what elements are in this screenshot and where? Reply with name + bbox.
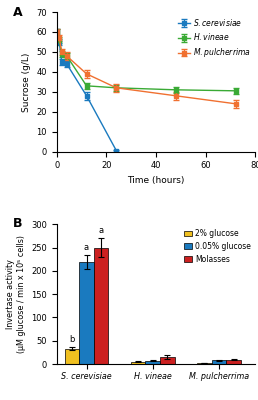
Text: a: a [84, 243, 89, 252]
Bar [79, 262, 94, 364]
Text: B: B [13, 217, 22, 230]
Bar [65, 349, 79, 364]
Bar [160, 357, 175, 364]
Text: A: A [13, 6, 23, 20]
Text: a: a [99, 226, 104, 236]
Legend: $S. cerevisiae$, $H. vineae$, $M. pulcherrima$: $S. cerevisiae$, $H. vineae$, $M. pulche… [178, 16, 252, 60]
Text: b: b [69, 335, 75, 344]
Bar [131, 362, 146, 364]
Bar [94, 248, 108, 364]
Legend: 2% glucose, 0.05% glucose, Molasses: 2% glucose, 0.05% glucose, Molasses [183, 228, 252, 264]
Bar [197, 363, 212, 364]
Y-axis label: Sucrose (g/L): Sucrose (g/L) [22, 52, 31, 112]
X-axis label: Time (hours): Time (hours) [127, 176, 185, 185]
Bar [146, 361, 160, 364]
Bar [212, 360, 226, 364]
Y-axis label: Invertase activity
(μM glucose / min x 10⁵ cells): Invertase activity (μM glucose / min x 1… [5, 235, 26, 353]
Bar [226, 360, 241, 364]
